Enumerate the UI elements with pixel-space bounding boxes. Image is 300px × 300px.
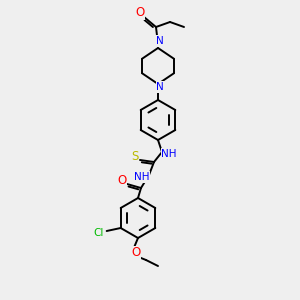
Text: O: O (131, 247, 141, 260)
Text: N: N (156, 36, 164, 46)
Text: Cl: Cl (94, 228, 104, 238)
Text: N: N (156, 82, 164, 92)
Text: O: O (135, 7, 145, 20)
Text: NH: NH (161, 149, 177, 159)
Text: S: S (131, 151, 139, 164)
Text: NH: NH (134, 172, 150, 182)
Text: O: O (117, 173, 127, 187)
